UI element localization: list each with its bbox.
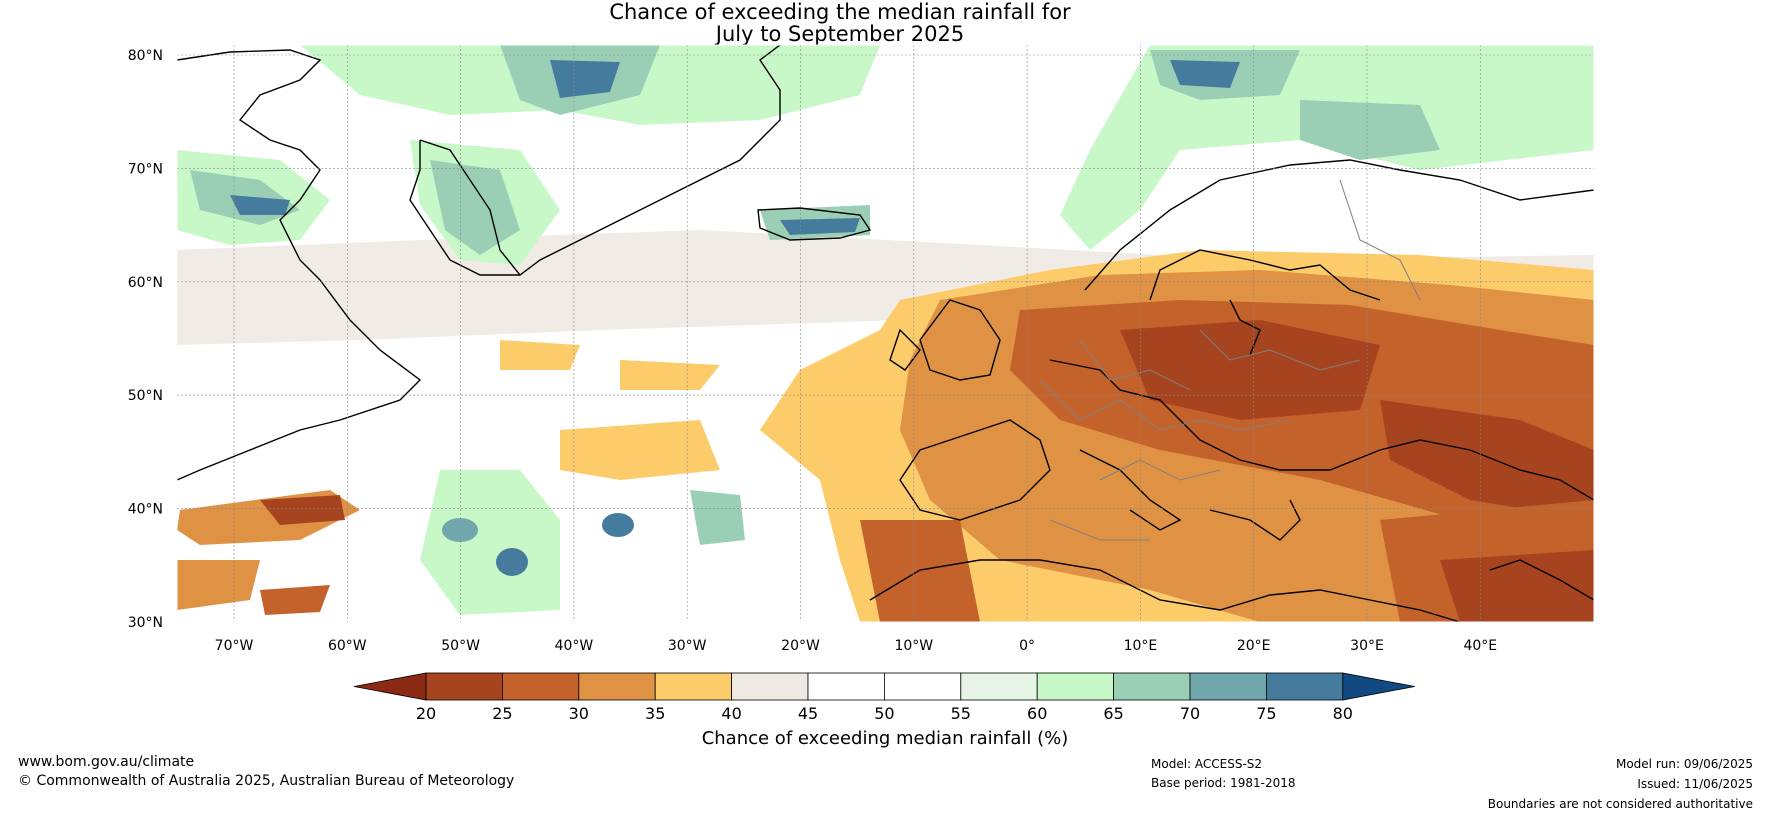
lat-tick-label: 40°N xyxy=(128,502,163,518)
colorbar-tick-label: 30 xyxy=(569,704,589,723)
map-title-line-1: Chance of exceeding the median rainfall … xyxy=(609,0,1071,24)
colorbar-bin xyxy=(807,672,885,701)
base-period-text: Base period: 1981-2018 xyxy=(1151,776,1296,790)
lon-tick-label: 10°W xyxy=(894,638,933,654)
lat-tick-label: 70°N xyxy=(128,161,163,177)
lat-tick-label: 60°N xyxy=(128,275,163,291)
colorbar-bin xyxy=(731,672,809,701)
lon-tick-label: 70°W xyxy=(215,638,254,654)
colorbar-tick-label: 20 xyxy=(416,704,436,723)
copyright-text: © Commonwealth of Australia 2025, Austra… xyxy=(18,773,515,789)
colorbar-bin xyxy=(425,672,503,701)
graticule xyxy=(177,45,1594,623)
lon-tick-label: 30°E xyxy=(1350,638,1384,654)
disclaimer-text: Boundaries are not considered authoritat… xyxy=(1487,797,1753,811)
lon-tick-label: 0° xyxy=(1019,638,1035,654)
colorbar-tick-label: 75 xyxy=(1256,704,1276,723)
colorbar-high-extend xyxy=(1342,672,1415,701)
longitude-tick-labels: 70°W 60°W 50°W 40°W 30°W 20°W 10°W 0° 10°E 20°E 30… xyxy=(215,638,1497,654)
colorbar-bin xyxy=(884,672,962,701)
lon-tick-label: 60°W xyxy=(328,638,367,654)
colorbar-tick-label: 35 xyxy=(645,704,665,723)
colorbar-bin xyxy=(1189,672,1267,701)
lon-tick-label: 40°E xyxy=(1463,638,1497,654)
colorbar-bin xyxy=(1113,672,1191,701)
colorbar-bin xyxy=(654,672,733,701)
colorbar-tick-label: 40 xyxy=(721,704,741,723)
lon-tick-label: 30°W xyxy=(668,638,707,654)
lon-tick-label: 20°E xyxy=(1237,638,1271,654)
lat-tick-label: 30°N xyxy=(128,615,163,631)
colorbar-label: Chance of exceeding median rainfall (%) xyxy=(702,728,1069,749)
issued-text: Issued: 11/06/2025 xyxy=(1637,777,1753,791)
colorbar-bin xyxy=(578,672,656,701)
colorbar-tick-label: 70 xyxy=(1180,704,1200,723)
lon-tick-label: 20°W xyxy=(781,638,820,654)
website-link[interactable]: www.bom.gov.au/climate xyxy=(18,754,195,770)
colorbar-tick-label: 60 xyxy=(1027,704,1047,723)
colorbar-tick-label: 45 xyxy=(798,704,818,723)
coastlines xyxy=(177,45,1594,622)
latitude-tick-labels: 80°N 70°N 60°N 50°N 40°N 30°N xyxy=(128,48,163,631)
lon-tick-label: 10°E xyxy=(1124,638,1158,654)
lat-tick-label: 50°N xyxy=(128,388,163,404)
colorbar-low-extend xyxy=(353,672,427,701)
colorbar-bin xyxy=(1266,672,1344,701)
colorbar: 20 25 30 35 40 45 50 55 60 65 70 75 80 Chance of exce… xyxy=(353,672,1415,749)
colorbar-bin xyxy=(1036,672,1114,701)
colorbar-tick-label: 50 xyxy=(874,704,894,723)
colorbar-tick-label: 80 xyxy=(1333,704,1353,723)
colorbar-bin xyxy=(501,672,580,701)
lon-tick-label: 40°W xyxy=(555,638,594,654)
borders xyxy=(1039,179,1421,541)
lat-tick-label: 80°N xyxy=(128,48,163,64)
map-title-line-2: July to September 2025 xyxy=(715,22,965,46)
colorbar-bin xyxy=(960,672,1038,701)
model-text: Model: ACCESS-S2 xyxy=(1151,757,1263,771)
colorbar-tick-label: 25 xyxy=(492,704,512,723)
lon-tick-label: 50°W xyxy=(441,638,480,654)
model-run-text: Model run: 09/06/2025 xyxy=(1615,757,1753,771)
colorbar-tick-label: 55 xyxy=(951,704,971,723)
map-panel xyxy=(177,45,1594,622)
colorbar-tick-label: 65 xyxy=(1103,704,1123,723)
